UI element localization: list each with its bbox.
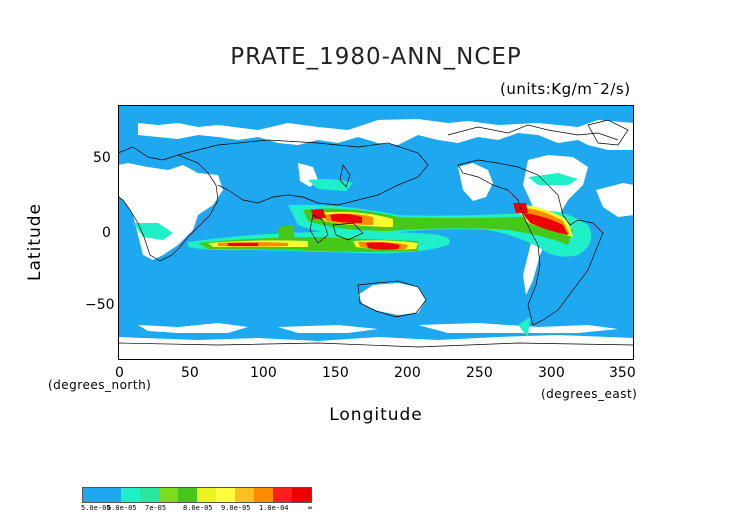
- colorbar-swatch: [292, 488, 312, 502]
- colorbar-tick-label: 7e-05: [145, 504, 167, 512]
- chart-title: PRATE_1980-ANN_NCEP: [230, 44, 522, 70]
- x-tick-label: 150: [322, 365, 349, 381]
- colorbar-swatch: [235, 488, 255, 502]
- precip-bands: [133, 173, 592, 337]
- colorbar-swatch: [102, 488, 122, 502]
- x-tick-label: 250: [466, 365, 493, 381]
- colorbar-tick-label: 5.0e-05: [81, 504, 111, 512]
- colorbar-frame: [82, 487, 312, 503]
- colorbar-swatch: [273, 488, 293, 502]
- colorbar-swatch: [83, 488, 103, 502]
- x-tick-label: 100: [250, 365, 277, 381]
- colorbar-tick-label: 9.0e-05: [221, 504, 251, 512]
- x-tick-label: 200: [394, 365, 421, 381]
- plot-frame: [118, 105, 634, 360]
- colorbar-tick-label: 8.0e-05: [183, 504, 213, 512]
- units-label: (units:Kg/m¯2/s): [500, 80, 631, 98]
- y-tick-label: −50: [85, 297, 115, 313]
- y-axis-units: (degrees_north): [48, 378, 152, 392]
- colorbar: [82, 487, 312, 503]
- coastlines: [118, 119, 634, 348]
- map-plot: [118, 105, 634, 360]
- colorbar-swatch: [140, 488, 160, 502]
- x-axis-units: (degrees_east): [541, 387, 638, 401]
- x-axis-label: Longitude: [329, 405, 423, 425]
- x-tick-label: 50: [181, 365, 199, 381]
- colorbar-swatch: [159, 488, 179, 502]
- x-tick-label: 0: [115, 365, 124, 381]
- colorbar-swatch: [197, 488, 217, 502]
- colorbar-swatch: [216, 488, 236, 502]
- no-data-regions: [118, 119, 634, 360]
- colorbar-tick-label: 1.0e-04: [259, 504, 289, 512]
- x-tick-label: 300: [538, 365, 565, 381]
- colorbar-tick-label: 6.0e-05: [107, 504, 137, 512]
- colorbar-tick-label: ∞: [308, 504, 313, 512]
- colorbar-swatch: [121, 488, 141, 502]
- y-tick-label: 0: [102, 225, 111, 241]
- y-axis-label: Latitude: [25, 203, 45, 281]
- colorbar-swatch: [254, 488, 274, 502]
- x-tick-label: 350: [609, 365, 636, 381]
- y-tick-label: 50: [93, 150, 111, 166]
- colorbar-swatch: [178, 488, 198, 502]
